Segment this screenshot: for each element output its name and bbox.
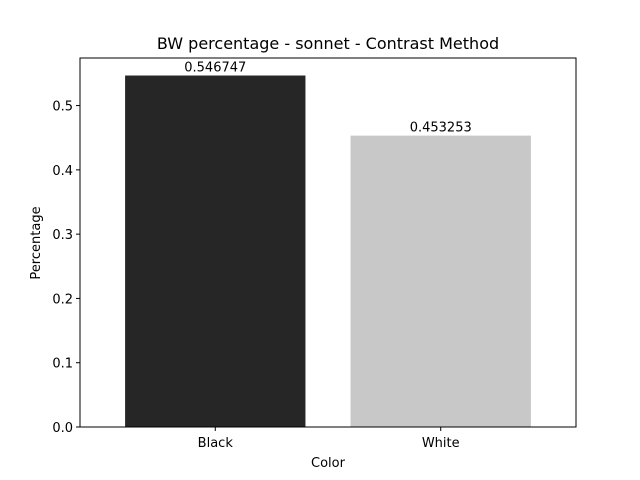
y-tick-label: 0.5 [52, 100, 73, 115]
x-axis-label: Color [311, 456, 346, 471]
y-tick-label: 0.2 [52, 292, 73, 307]
y-tick-label: 0.4 [52, 164, 73, 179]
plot-frame [79, 57, 577, 428]
bar-white [350, 135, 531, 427]
data-label-white: 0.453253 [410, 121, 472, 136]
y-tick-label: 0.0 [52, 421, 73, 436]
chart-title: BW percentage - sonnet - Contrast Method [157, 34, 499, 53]
y-tick-label: 0.1 [52, 357, 73, 372]
x-tick-label-white: White [422, 436, 460, 451]
plot-area: 0.546747 Black 0.453253 White 0.0 0.1 0.2 0.3 0.… [52, 61, 531, 451]
y-tick-label: 0.3 [52, 228, 73, 243]
y-axis-label: Percentage [29, 206, 44, 279]
data-label-black: 0.546747 [184, 61, 246, 76]
bar-black [125, 75, 306, 428]
x-tick-label-black: Black [198, 436, 234, 451]
